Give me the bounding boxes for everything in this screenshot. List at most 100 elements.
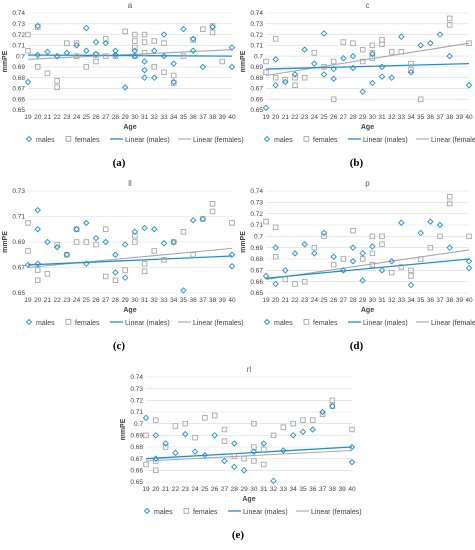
point-male [83,47,90,54]
x-tick-label: 36 [427,114,435,121]
point-male [170,60,177,67]
point-female [292,82,298,88]
x-tick-label: 35 [299,486,307,493]
y-tick-label: 0.68 [12,75,25,82]
legend-label-linear-females: Linear (females) [431,137,475,144]
point-female [73,40,80,46]
point-male [330,65,337,73]
y-tick-label: 0.73 [12,188,25,195]
x-tick-label: 38 [446,114,454,121]
point-male [446,52,453,60]
panel-label: (c) [113,340,126,352]
point-female [151,38,158,44]
x-tick-label: 31 [378,297,386,304]
point-female [209,201,216,207]
legend-label-linear-females: Linear (females) [193,320,244,327]
point-female [272,36,279,42]
point-male [272,244,279,251]
point-female [170,80,177,86]
x-tick-label: 35 [180,114,188,121]
x-tick-label: 29 [359,114,367,121]
y-tick-label: 0.71 [250,43,263,50]
chart-panel-d: p 0.65 0.66 0.67 0.68 0.69 0.7 0.71 0.72 0.73 0.74… [238,178,475,361]
x-tick-label: 40 [348,486,356,493]
y-tick-label: 0.65 [130,479,143,486]
point-female [102,226,109,233]
point-female [388,49,395,55]
point-female [102,53,109,59]
x-tick-label: 30 [369,114,377,121]
x-tick-label: 20 [34,297,42,304]
point-female [369,233,376,240]
point-male [282,267,289,274]
chart-title: c [366,1,370,10]
point-female [219,58,226,65]
point-male [141,66,148,74]
point-female [408,273,414,279]
y-tick-label: 0.68 [130,444,143,451]
point-female [132,239,138,245]
point-female [292,74,298,81]
trendline-females [27,49,233,60]
point-male [34,226,41,233]
point-female [54,241,60,248]
y-tick-label: 0.67 [250,268,263,275]
x-axis-label: Age [123,124,136,131]
x-tick-label: 28 [112,297,120,304]
x-tick-label: 20 [34,114,42,121]
x-tick-label: 34 [407,114,415,121]
y-tick-label: 0.66 [250,279,263,286]
x-tick-label: 19 [142,486,150,493]
x-tick-label: 26 [92,114,100,121]
point-female [180,229,187,235]
x-tick-label: 23 [63,297,71,304]
point-female [192,434,198,441]
point-male [262,104,270,112]
point-male [112,269,119,276]
x-tick-label: 21 [44,114,52,121]
legend-label-females: females [313,320,338,327]
y-tick-label: 0.7 [254,234,263,241]
trendline-males [265,63,470,70]
point-male [378,267,386,274]
x-tick-label: 28 [231,486,239,493]
chart-panel-e: rl 0.65 0.66 0.67 0.68 0.69 0.7 0.71 0.72 0.73 0.7… [118,364,362,550]
y-tick-label: 0.7 [254,53,263,60]
point-male [330,75,337,82]
x-tick-label: 19 [262,297,270,304]
x-tick-label: 28 [349,114,357,121]
point-female [25,47,31,54]
x-tick-label: 23 [182,486,190,493]
legend-label-linear-females: Linear (females) [311,509,362,516]
x-tick-label: 19 [24,114,32,121]
point-female [408,267,414,274]
point-female [437,233,443,240]
trendline-females [27,247,233,269]
point-female [282,276,289,283]
point-male [160,52,168,60]
point-male [189,35,197,43]
point-female [340,39,347,45]
point-male [359,88,366,95]
trendline-males [27,255,233,266]
point-male [160,31,168,38]
point-female [379,241,385,248]
point-female [290,420,296,427]
y-tick-label: 0.65 [12,290,25,297]
point-male [131,47,139,54]
point-male [201,451,209,459]
x-tick-label: 33 [280,486,288,493]
chart-title: a [128,1,133,10]
x-tick-label: 38 [329,486,337,493]
y-axis-label: mmPE [2,231,9,253]
x-tick-label: 37 [199,297,207,304]
point-female [143,432,149,439]
legend-marker-females [303,136,310,142]
x-tick-label: 20 [272,297,280,304]
chart-e-svg: rl 0.65 0.66 0.67 0.68 0.69 0.7 0.71 0.72 0.73 0.7… [120,365,362,541]
legend-label-linear-males: Linear (males) [243,509,288,516]
point-male [170,78,177,86]
point-male [160,240,168,247]
point-female [153,467,159,474]
point-male [152,455,160,462]
